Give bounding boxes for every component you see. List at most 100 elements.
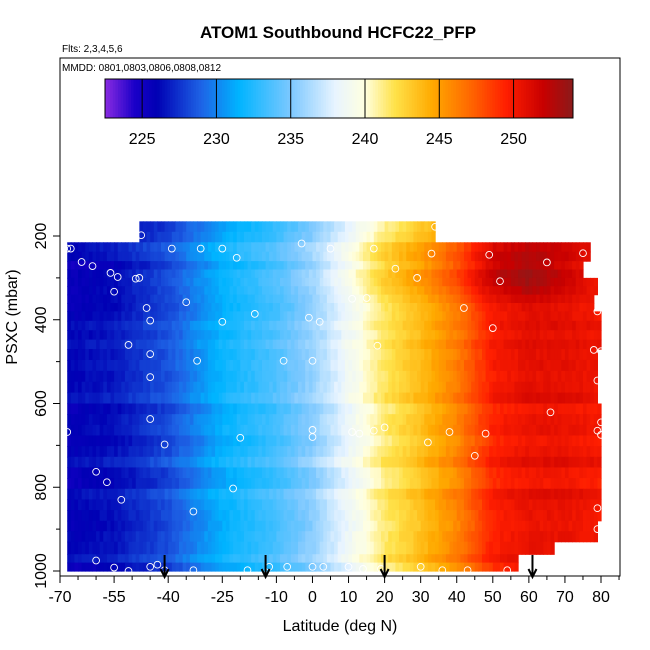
heatmap-cell [463, 435, 469, 447]
heatmap-cell [193, 311, 198, 322]
heatmap-cell [409, 330, 415, 341]
heatmap-cell [81, 349, 86, 361]
heatmap-cell [258, 403, 263, 415]
heatmap-cell [182, 251, 187, 262]
heatmap-cell [78, 414, 83, 426]
heatmap-cell [236, 294, 241, 304]
heatmap-cell [85, 330, 90, 341]
heatmap-cell [236, 392, 241, 405]
heatmap-cell [301, 370, 306, 383]
heatmap-cell [442, 349, 447, 361]
heatmap-cell [110, 242, 115, 253]
sample-point [196, 244, 205, 253]
heatmap-cell [132, 499, 137, 511]
heatmap-cell [186, 456, 191, 469]
heatmap-cell [316, 467, 321, 479]
heatmap-cell [359, 456, 364, 469]
heatmap-cell [251, 488, 256, 501]
heatmap-cell [114, 456, 119, 469]
heatmap-cell [417, 242, 422, 253]
heatmap-cell [518, 510, 523, 522]
heatmap-cell [326, 456, 332, 469]
heatmap-cell [344, 330, 350, 341]
heatmap-cell [247, 286, 252, 296]
heatmap-cell [536, 488, 541, 501]
heatmap-cell [417, 488, 422, 501]
heatmap-cell [81, 531, 86, 543]
heatmap-cell [240, 414, 245, 426]
heatmap-cell [240, 424, 245, 437]
heatmap-cell [449, 359, 454, 372]
heatmap-cell [503, 467, 508, 479]
heatmap-cell [550, 381, 555, 394]
heatmap-cell [251, 269, 256, 279]
heatmap-cell [492, 446, 498, 458]
heatmap-cell [316, 303, 321, 312]
heatmap-cell [312, 277, 317, 287]
heatmap-cell [168, 286, 173, 296]
heatmap-cell [518, 520, 523, 532]
heatmap-cell [453, 414, 458, 426]
heatmap-cell [236, 261, 241, 271]
heatmap-cell [402, 349, 407, 361]
heatmap-cell [200, 467, 205, 479]
heatmap-cell [305, 478, 310, 490]
heatmap-cell [384, 446, 389, 458]
heatmap-cell [290, 286, 296, 296]
heatmap-cell [413, 286, 418, 296]
heatmap-cell [449, 562, 454, 572]
heatmap-cell [319, 499, 324, 511]
heatmap-cell [528, 286, 534, 296]
heatmap-cell [485, 269, 490, 279]
heatmap-cell [305, 424, 310, 437]
heatmap-cell [413, 277, 418, 287]
heatmap-cell [218, 456, 223, 469]
heatmap-cell [539, 286, 544, 296]
heatmap-cell [240, 359, 245, 372]
heatmap-cell [124, 520, 130, 532]
heatmap-cell [362, 221, 368, 233]
heatmap-cell [485, 488, 490, 501]
heatmap-cell [261, 446, 267, 458]
heatmap-cell [240, 520, 245, 532]
heatmap-cell [78, 277, 83, 287]
heatmap-cell [153, 531, 158, 543]
heatmap-cell [204, 562, 209, 572]
heatmap-cell [456, 531, 461, 543]
heatmap-cell [290, 424, 296, 437]
heatmap-cell [88, 242, 94, 253]
heatmap-cell [359, 531, 364, 543]
heatmap-cell [564, 435, 570, 447]
heatmap-cell [272, 339, 277, 350]
heatmap-cell [503, 435, 508, 447]
heatmap-cell [211, 286, 216, 296]
heatmap-cell [121, 370, 126, 383]
heatmap-cell [114, 320, 119, 331]
heatmap-cell [417, 349, 422, 361]
heatmap-cell [200, 392, 205, 405]
heatmap-cell [326, 330, 332, 341]
heatmap-cell [157, 403, 162, 415]
heatmap-cell [308, 370, 314, 383]
heatmap-cell [269, 311, 274, 322]
heatmap-cell [207, 303, 213, 312]
heatmap-cell [485, 414, 490, 426]
heatmap-cell [258, 330, 263, 341]
heatmap-cell [85, 467, 90, 479]
heatmap-cell [135, 562, 140, 572]
heatmap-cell [272, 349, 277, 361]
heatmap-cell [121, 251, 126, 262]
heatmap-cell [362, 381, 368, 394]
heatmap-cell [251, 349, 256, 361]
heatmap-cell [139, 311, 144, 322]
heatmap-cell [586, 349, 591, 361]
heatmap-cell [99, 242, 104, 253]
heatmap-cell [417, 303, 422, 312]
heatmap-cell [74, 261, 79, 271]
heatmap-cell [99, 392, 104, 405]
heatmap-cell [521, 339, 526, 350]
heatmap-cell [319, 370, 324, 383]
heatmap-cell [554, 488, 559, 501]
heatmap-cell [258, 392, 263, 405]
heatmap-cell [146, 520, 151, 532]
